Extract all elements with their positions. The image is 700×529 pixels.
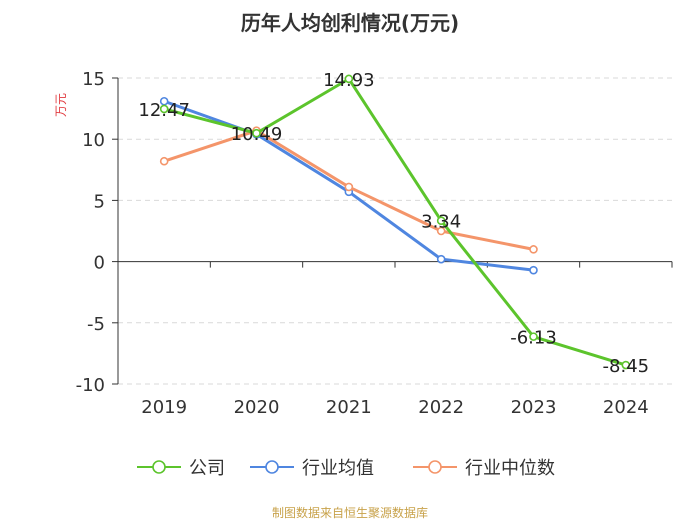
data-point[interactable] — [159, 156, 169, 166]
data-labels: 12.47 10.49 14.93 3.34 -6.13 -8.45 — [138, 70, 649, 377]
x-tick-label: 2020 — [234, 397, 280, 418]
legend-swatch-marker — [428, 460, 442, 474]
legend-label: 行业均值 — [302, 458, 374, 479]
y-axis-label: 万元 — [54, 93, 68, 117]
legend-item-0[interactable]: 公司 — [137, 458, 225, 479]
y-tick-label: 0 — [94, 253, 105, 274]
axes: 15 10 5 0 -5 -10 2019 2020 2021 2022 2023 2024 — [76, 69, 673, 418]
legend-item-1[interactable]: 行业均值 — [250, 458, 374, 479]
source-note: 制图数据来自恒生聚源数据库 — [272, 505, 428, 520]
data-label: 3.34 — [421, 212, 461, 233]
series-lines — [159, 74, 631, 370]
data-label: 10.49 — [231, 124, 283, 145]
data-label: 12.47 — [138, 100, 190, 121]
grid-lines — [118, 77, 672, 385]
x-tick-label: 2019 — [141, 397, 187, 418]
legend-swatch-marker — [152, 460, 166, 474]
x-tick-label: 2024 — [603, 397, 649, 418]
data-point[interactable] — [436, 216, 446, 226]
x-tick-label: 2022 — [418, 397, 464, 418]
data-label: 14.93 — [323, 70, 375, 91]
data-point[interactable] — [436, 226, 446, 236]
chart-title: 历年人均创利情况(万元) — [241, 11, 459, 35]
series-line-0 — [163, 77, 627, 367]
legend-item-2[interactable]: 行业中位数 — [413, 458, 555, 479]
y-tick-label: 10 — [82, 130, 105, 151]
data-point[interactable] — [344, 182, 354, 192]
data-label: -6.13 — [510, 328, 557, 349]
data-point[interactable] — [159, 104, 169, 114]
legend-label: 行业中位数 — [465, 458, 555, 479]
y-tick-label: -10 — [76, 375, 105, 396]
legend[interactable]: 公司 行业均值 行业中位数 — [137, 458, 555, 479]
data-point[interactable] — [252, 128, 261, 138]
x-tick-label: 2021 — [326, 397, 372, 418]
data-point[interactable] — [344, 74, 354, 84]
data-point[interactable] — [529, 245, 538, 254]
y-tick-label: 15 — [82, 69, 105, 90]
data-point[interactable] — [436, 254, 446, 264]
data-point[interactable] — [529, 265, 538, 275]
x-tick-label: 2023 — [511, 397, 557, 418]
legend-swatch-marker — [265, 460, 279, 474]
data-label: -8.45 — [603, 356, 650, 377]
data-point[interactable] — [529, 332, 538, 341]
y-tick-label: -5 — [87, 314, 105, 335]
data-point[interactable] — [621, 360, 631, 370]
y-tick-label: 5 — [94, 191, 105, 212]
legend-label: 公司 — [189, 458, 225, 479]
